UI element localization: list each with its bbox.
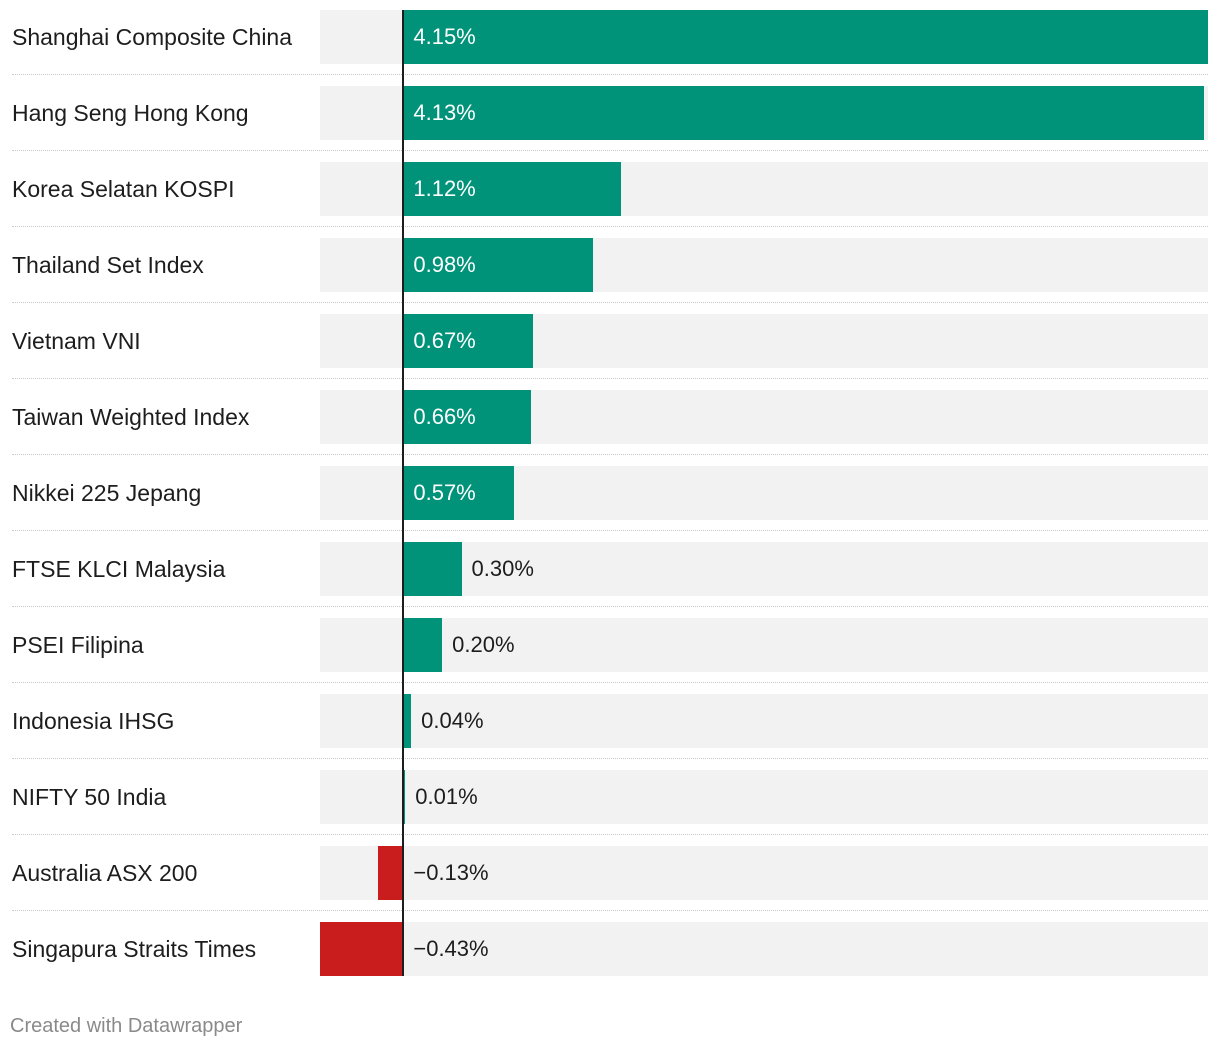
bar (320, 922, 404, 976)
bar (403, 466, 514, 520)
bar (403, 238, 594, 292)
bar (403, 618, 443, 672)
bar-chart: Shanghai Composite China 4.15% Hang Seng H… (0, 10, 1220, 998)
value-label: 1.12% (413, 176, 476, 201)
bar-track (320, 694, 1208, 748)
category-label: Shanghai Composite China (12, 24, 293, 50)
category-label: Australia ASX 200 (12, 860, 198, 886)
bar-row: PSEI Filipina 0.20% (0, 618, 1220, 694)
footer-credit: Created with Datawrapper (10, 1015, 243, 1037)
category-label: Indonesia IHSG (12, 708, 175, 734)
category-label: NIFTY 50 India (12, 784, 167, 810)
bar (403, 10, 1208, 64)
category-label: PSEI Filipina (12, 632, 144, 658)
value-label: 4.15% (413, 24, 476, 49)
bar-row: Nikkei 225 Jepang 0.57% (0, 466, 1220, 542)
category-label: Korea Selatan KOSPI (12, 176, 235, 202)
bar-track (320, 846, 1208, 900)
bar-row: NIFTY 50 India 0.01% (0, 770, 1220, 846)
category-label: Thailand Set Index (12, 252, 204, 278)
bar-row: Thailand Set Index 0.98% (0, 238, 1220, 314)
row-separator (12, 302, 1208, 303)
bar-track (320, 922, 1208, 976)
bar-row: Shanghai Composite China 4.15% (0, 10, 1220, 86)
value-label: 0.57% (413, 480, 476, 505)
row-separator (12, 682, 1208, 683)
value-label: 0.01% (415, 784, 478, 809)
bar (403, 390, 532, 444)
category-label: Hang Seng Hong Kong (12, 100, 249, 126)
value-label: 0.66% (413, 404, 476, 429)
category-label: Taiwan Weighted Index (12, 404, 250, 430)
row-separator (12, 910, 1208, 911)
bar (378, 846, 404, 900)
bar-row: Indonesia IHSG 0.04% (0, 694, 1220, 770)
bar-row: Singapura Straits Times −0.43% (0, 922, 1220, 998)
row-separator (12, 226, 1208, 227)
bar (403, 162, 621, 216)
row-separator (12, 74, 1208, 75)
bar-track (320, 770, 1208, 824)
bar-track (320, 618, 1208, 672)
bar (403, 86, 1205, 140)
row-separator (12, 454, 1208, 455)
category-label: FTSE KLCI Malaysia (12, 556, 226, 582)
category-label: Nikkei 225 Jepang (12, 480, 202, 506)
bar-row: Vietnam VNI 0.67% (0, 314, 1220, 390)
row-separator (12, 530, 1208, 531)
category-label: Singapura Straits Times (12, 936, 257, 962)
bar-track (320, 542, 1208, 596)
value-label: 0.30% (471, 556, 534, 581)
bar (403, 314, 534, 368)
row-separator (12, 378, 1208, 379)
row-separator (12, 606, 1208, 607)
zero-axis-line (402, 10, 405, 976)
row-separator (12, 834, 1208, 835)
value-label: 0.98% (413, 252, 476, 277)
row-separator (12, 150, 1208, 151)
value-label: −0.43% (413, 936, 489, 961)
bar-row: Australia ASX 200 −0.13% (0, 846, 1220, 922)
value-label: 0.67% (413, 328, 476, 353)
bar-row: Hang Seng Hong Kong 4.13% (0, 86, 1220, 162)
row-separator (12, 758, 1208, 759)
value-label: 4.13% (413, 100, 476, 125)
value-label: 0.20% (452, 632, 515, 657)
bar-row: Korea Selatan KOSPI 1.12% (0, 162, 1220, 238)
bar-row: Taiwan Weighted Index 0.66% (0, 390, 1220, 466)
bar (403, 542, 462, 596)
value-label: −0.13% (413, 860, 489, 885)
bar-row: FTSE KLCI Malaysia 0.30% (0, 542, 1220, 618)
category-label: Vietnam VNI (12, 328, 141, 354)
bar (403, 694, 412, 748)
value-label: 0.04% (421, 708, 484, 733)
